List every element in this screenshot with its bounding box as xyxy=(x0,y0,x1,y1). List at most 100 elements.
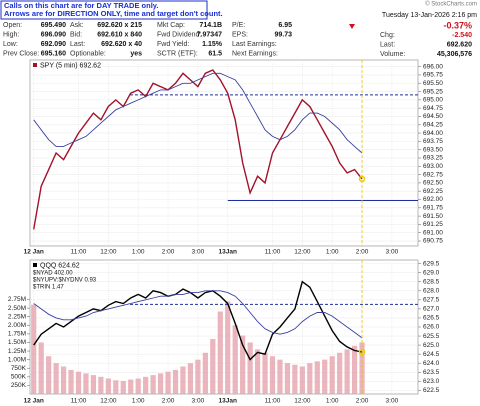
quote-label: Optionable: xyxy=(70,50,106,57)
volume-bar xyxy=(46,356,52,394)
volume-bar xyxy=(232,325,238,394)
volume-tick-label: 1.00M xyxy=(8,356,26,363)
volume-tick-label: 2.50M xyxy=(8,305,26,312)
watermark: © StockCharts.com xyxy=(425,1,477,8)
indicator-label: $NYUPV:$NYDNV 0.93 xyxy=(33,278,97,284)
volume-bar xyxy=(269,356,276,394)
price-line xyxy=(33,280,363,361)
x-tick-label: 13Jan xyxy=(219,249,237,256)
indicator-label: $NYAD 402.00 xyxy=(33,271,73,277)
volume-bar xyxy=(217,311,223,394)
volume-bar xyxy=(351,345,358,394)
volume-bar xyxy=(344,349,350,394)
volume-bar xyxy=(120,380,126,394)
y-tick-label: 693.50 xyxy=(423,146,443,153)
quote-value: 692.620 x 40 xyxy=(101,41,142,48)
y-tick-label: 693.25 xyxy=(423,155,443,162)
y-tick-label: 692.00 xyxy=(423,196,443,203)
quote-value: 714.1B xyxy=(199,22,222,29)
y-tick-label: 626.5 xyxy=(423,315,440,322)
x-tick-label: 12:00 xyxy=(100,249,117,256)
down-arrow xyxy=(349,24,355,29)
volume-tick-label: 2.00M xyxy=(8,322,26,329)
volume-bar xyxy=(180,366,186,394)
x-tick-label: 11:00 xyxy=(265,398,281,405)
stat-label: Last: xyxy=(380,41,395,48)
current-marker xyxy=(358,348,366,356)
plot-area xyxy=(29,59,419,247)
quote-value: 7.97347 xyxy=(197,31,222,38)
quote-value: 695.160 xyxy=(41,50,66,57)
volume-bar xyxy=(83,373,89,394)
legend-swatch xyxy=(33,263,37,267)
x-tick-label: 2:00 xyxy=(162,398,175,405)
x-tick-label: 13Jan xyxy=(219,398,237,405)
note-box xyxy=(0,0,208,20)
x-tick-label: 1:00 xyxy=(326,398,339,405)
x-tick-label: 3:00 xyxy=(386,249,399,256)
x-tick-label: 2:00 xyxy=(162,249,175,256)
volume-bar xyxy=(240,335,246,394)
quote-value: 692.610 x 840 xyxy=(97,31,142,38)
quote-label: Next Earnings: xyxy=(232,50,278,57)
y-tick-label: 694.25 xyxy=(423,121,443,128)
x-tick-label: 1:00 xyxy=(326,249,339,256)
volume-tick-label: 1.50M xyxy=(8,339,26,346)
volume-bar xyxy=(31,304,37,394)
x-tick-label: 3:00 xyxy=(192,249,205,256)
quote-label: P/E: xyxy=(232,22,245,29)
volume-bar xyxy=(60,366,67,394)
quote-value: yes xyxy=(130,50,142,57)
quote-value: 1.15% xyxy=(202,41,223,48)
quote-value: 692.620 x 215 xyxy=(97,22,142,29)
volume-bar xyxy=(277,359,283,394)
volume-bar xyxy=(187,363,194,394)
volume-bar xyxy=(299,366,305,394)
x-tick-label: 3:00 xyxy=(386,398,399,405)
volume-bar xyxy=(90,375,97,394)
change-pct: -0.37% xyxy=(443,20,472,30)
volume-tick-label: 250K xyxy=(11,382,27,389)
volume-bar xyxy=(172,369,179,394)
x-tick-label: 12:00 xyxy=(294,249,311,256)
x-tick-label: 2:00 xyxy=(356,249,369,256)
y-tick-label: 696.00 xyxy=(423,63,443,70)
volume-bar xyxy=(337,352,343,394)
note-line: Arrows are for DIRECTION ONLY, time and … xyxy=(4,9,223,18)
indicator-label: $TRIN 1.47 xyxy=(33,285,64,291)
x-tick-label: 11:00 xyxy=(265,249,281,256)
stat-value: -2.540 xyxy=(452,32,472,39)
y-tick-label: 627.0 xyxy=(423,306,440,313)
volume-bar xyxy=(322,359,328,394)
quote-label: Last Earnings: xyxy=(232,41,277,48)
x-tick-label: 3:00 xyxy=(192,398,205,405)
y-tick-label: 626.0 xyxy=(423,324,440,331)
volume-tick-label: 2.25M xyxy=(8,313,26,320)
legend-label: SPY (5 min) 692.62 xyxy=(40,62,101,69)
y-tick-label: 692.50 xyxy=(423,180,443,187)
y-tick-label: 628.5 xyxy=(423,278,440,285)
quote-label: Low: xyxy=(3,41,18,48)
y-tick-label: 625.5 xyxy=(423,333,440,340)
y-tick-label: 690.75 xyxy=(423,238,443,245)
volume-bar xyxy=(157,373,164,394)
volume-bar xyxy=(284,363,291,394)
quote-label: Bid: xyxy=(70,31,82,38)
stat-value: 692.620 xyxy=(447,41,472,48)
quote-value: 695.490 xyxy=(41,22,66,29)
x-tick-label: 12 Jan xyxy=(24,398,44,405)
y-tick-label: 694.50 xyxy=(423,113,443,120)
volume-bar xyxy=(210,339,216,394)
y-tick-label: 695.50 xyxy=(423,80,443,87)
y-tick-label: 627.5 xyxy=(423,297,440,304)
stat-label: Volume: xyxy=(380,51,405,58)
volume-tick-label: 1.25M xyxy=(8,348,26,355)
y-tick-label: 692.75 xyxy=(423,171,443,178)
volume-tick-label: 2.75M xyxy=(8,296,26,303)
current-marker xyxy=(358,175,366,183)
volume-bar xyxy=(329,356,335,394)
quote-value: 61.5 xyxy=(208,50,222,57)
volume-tick-label: 750K xyxy=(11,365,27,372)
quote-label: SCTR (ETF): xyxy=(157,50,198,57)
volume-bar xyxy=(262,352,268,394)
